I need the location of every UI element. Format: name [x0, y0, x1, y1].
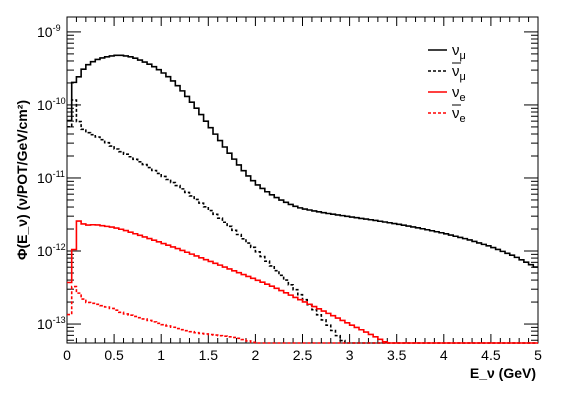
x-tick-label: 4.5: [481, 347, 501, 363]
x-tick-label: 2.5: [293, 347, 313, 363]
legend-label: νe: [452, 105, 466, 125]
series-line-2: [67, 99, 538, 344]
x-tick-label: 5: [534, 347, 542, 363]
x-tick-label: 0.5: [104, 347, 124, 363]
series-line-1: [67, 54, 538, 268]
x-tick-label: 3.5: [387, 347, 407, 363]
y-tick-label: 10-9: [37, 23, 61, 40]
x-tick-label: 4: [440, 347, 448, 363]
x-tick-label: 0: [63, 347, 71, 363]
x-tick-label: 1.5: [199, 347, 219, 363]
legend-label: νe: [452, 84, 466, 104]
series-line-4: [67, 285, 538, 344]
x-tick-label: 3: [346, 347, 354, 363]
legend-label: νμ: [452, 42, 466, 62]
y-tick-label: 10-12: [37, 242, 66, 259]
legend-label: νμ: [452, 63, 466, 83]
series-layer: [67, 54, 538, 344]
y-tick-label: 10-11: [37, 169, 65, 186]
x-axis-title: E_ν (GeV): [470, 365, 536, 381]
x-tick-label: 2: [252, 347, 260, 363]
axis-ticks: [66, 17, 539, 343]
y-tick-label: 10-13: [37, 315, 66, 332]
tick-labels: 0 0.5 1 1.5 2 2.5 3 3.5 4 4.5 5 10-13 10-12 10-11 10-1…: [37, 23, 542, 363]
y-tick-label: 10-10: [37, 96, 66, 113]
y-axis-title: Φ(E_ν) (ν/POT/GeV/cm²): [14, 100, 30, 260]
x-tick-label: 1: [157, 347, 165, 363]
series-line-3: [67, 220, 538, 344]
